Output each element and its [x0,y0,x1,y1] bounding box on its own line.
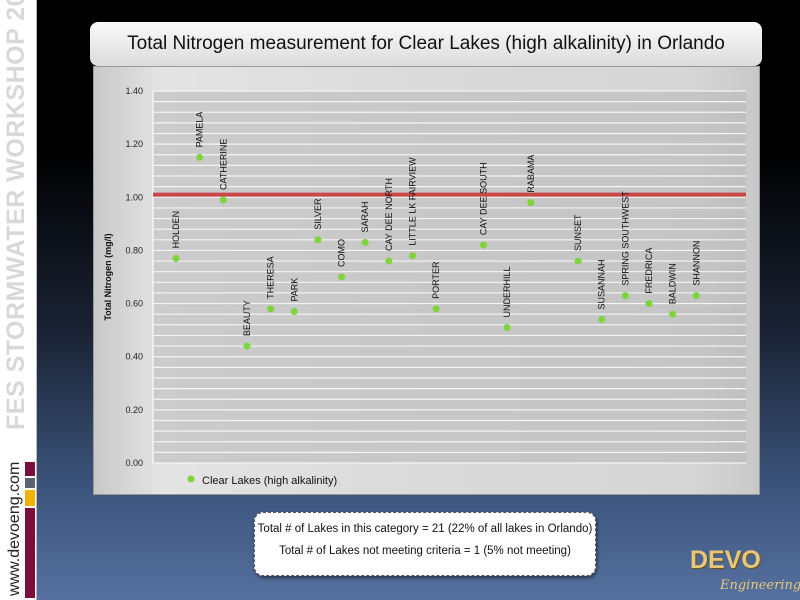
plot-area [153,91,746,463]
data-point [692,292,700,300]
workshop-title: FES STORMWATER WORKSHOP 2010 [2,0,30,430]
point-label: COMO [337,239,347,267]
legend-label: Clear Lakes (high alkalinity) [202,475,337,487]
color-bar-4 [25,508,35,598]
side-banner: FES STORMWATER WORKSHOP 2010 www.devoeng… [0,0,37,600]
data-point [621,292,629,300]
y-tick-label: 0.40 [125,352,143,362]
point-label: SARAH [360,201,370,232]
point-label: LITTLE LK FAIRVIEW [408,157,418,246]
data-point [219,196,227,204]
point-label: BALDWIN [668,263,678,304]
y-tick-label: 1.00 [125,192,143,202]
logo-text: DEVO [690,546,761,574]
point-label: RABAMA [526,155,536,193]
data-point [338,273,346,281]
point-label: HOLDEN [171,211,181,249]
data-point [479,241,487,249]
data-point [290,308,298,316]
y-tick-label: 1.40 [125,86,143,96]
data-point [385,257,393,265]
chart-frame: 0.00 0.20 0.40 0.60 0.80 1.00 1.20 1.40 Total Ni… [93,66,760,495]
point-label: UNDERHILL [502,266,512,317]
y-tick-label: 0.60 [125,299,143,309]
legend-marker [187,475,195,483]
point-label: SHANNON [691,241,701,286]
point-label: THERESA [266,256,276,299]
y-tick-label: 0.00 [125,458,143,468]
data-point [503,323,511,331]
point-label: PARK [289,278,299,302]
website-url: www.devoeng.com [6,461,23,596]
data-point [574,257,582,265]
y-tick-label: 0.20 [125,405,143,415]
data-point [432,305,440,313]
data-point [409,252,416,260]
data-point [598,316,606,324]
chart-title: Total Nitrogen measurement for Clear Lak… [90,22,762,66]
logo-subtext: Engineering [720,578,800,593]
color-bar-1 [25,462,35,476]
point-label: CAY DEE NORTH [384,178,394,251]
point-label: PAMELA [195,112,205,148]
data-point [527,199,535,207]
point-label: SPRING SOUTHWEST [620,191,630,286]
point-label: FREDRICA [644,248,654,294]
data-point [361,238,369,246]
scatter-chart: 0.00 0.20 0.40 0.60 0.80 1.00 1.20 1.40 Total Ni… [103,86,746,487]
threshold-line [153,192,746,197]
point-label: CATHERINE [218,139,228,190]
summary-line-1: Total # of Lakes in this category = 21 (… [257,523,593,535]
data-point [172,254,180,262]
devo-logo: DEVO Engineering [690,546,800,600]
y-axis-label: Total Nitrogen (mg/l) [103,233,113,320]
data-point [669,310,677,318]
data-point [196,153,204,161]
data-point [314,236,322,244]
summary-line-2: Total # of Lakes not meeting criteria = … [279,545,571,557]
point-label: SUSANNAH [597,259,607,309]
point-label: PORTER [431,261,441,299]
color-bar-2 [25,478,35,488]
summary-box: Total # of Lakes in this category = 21 (… [254,512,596,576]
point-label: BEAUTY [242,300,252,336]
data-point [243,342,251,350]
y-tick-label: 1.20 [125,139,143,149]
y-tick-label: 0.80 [125,245,143,255]
point-label: SUNSET [573,214,583,251]
data-point [267,305,275,313]
point-label: CAY DEE SOUTH [478,162,488,235]
color-bar-3 [25,490,35,506]
point-label: SILVER [313,198,323,230]
data-point [645,300,653,308]
